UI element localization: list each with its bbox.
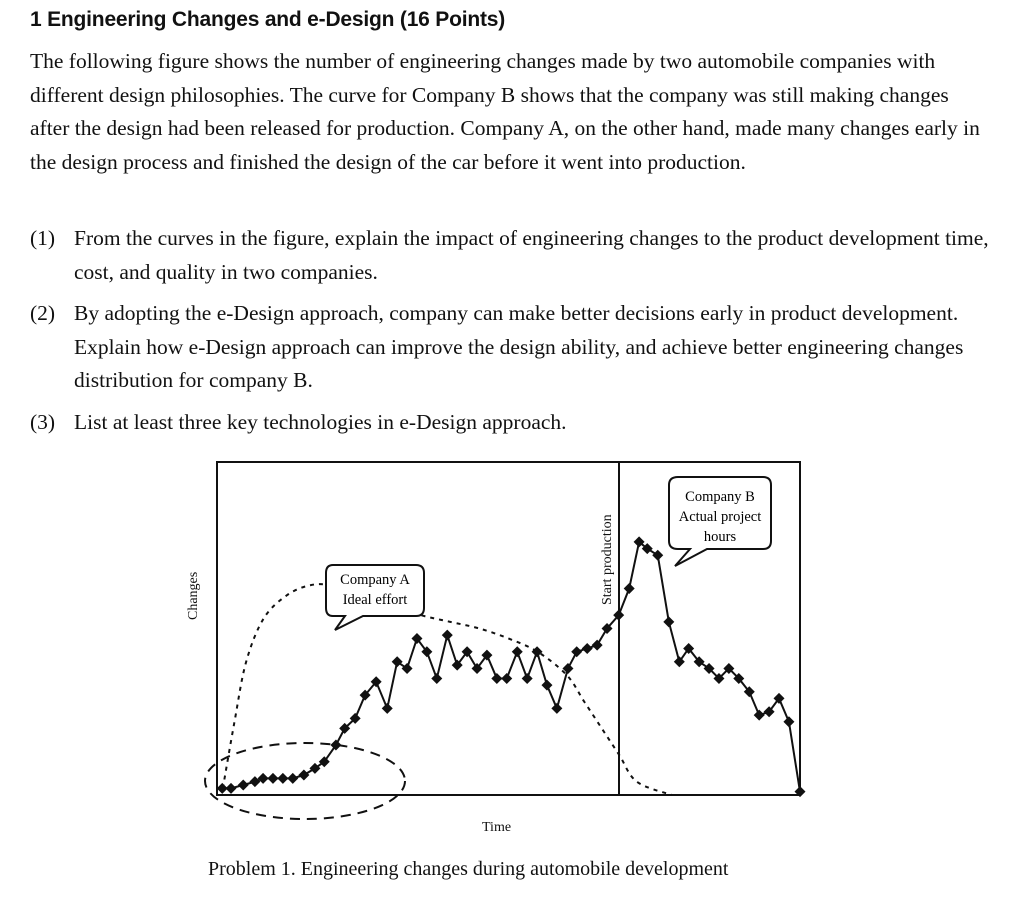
callout-b-line1: Company B [685,489,755,505]
diamond-marker [471,662,483,674]
diamond-marker [663,616,675,628]
diamond-marker [763,706,775,718]
diamond-marker [521,672,533,684]
question-number: (1) [30,226,56,250]
callout-b-line3: hours [704,529,737,545]
diamond-marker [693,656,705,668]
diamond-marker [571,646,583,658]
diamond-marker [783,716,795,728]
diamond-marker [359,689,371,701]
diamond-marker [641,543,653,555]
company-a-callout: Company A Ideal effort [325,564,425,631]
diamond-marker [713,672,725,684]
diamond-marker [773,692,785,704]
diamond-marker [703,662,715,674]
diamond-marker [491,672,503,684]
diamond-marker [318,756,330,768]
plot-frame [216,461,801,796]
diamond-marker [421,646,433,658]
intro-paragraph: The following figure shows the number of… [30,49,980,174]
question-item: (1) From the curves in the figure, expla… [30,222,990,289]
diamond-marker [591,639,603,651]
diamond-marker [249,776,261,788]
diamond-marker [287,772,299,784]
diamond-marker [652,549,664,561]
diamond-marker [633,536,645,548]
diamond-marker [673,656,685,668]
y-axis-label: Changes [186,571,201,620]
question-list: (1) From the curves in the figure, expla… [30,222,990,448]
company-b-curve [216,536,806,798]
diamond-marker [723,662,735,674]
question-number: (3) [30,409,56,434]
callout-a-line2: Ideal effort [343,592,408,608]
diamond-marker [531,646,543,658]
diamond-marker [551,702,563,714]
diamond-marker [309,762,321,774]
diamond-marker [277,772,289,784]
diamond-marker [298,769,310,781]
diamond-marker [481,649,493,661]
diamond-marker [330,739,342,751]
question-text: By adopting the e-Design approach, compa… [74,301,964,393]
diamond-marker [461,646,473,658]
diamond-marker [431,672,443,684]
diamond-marker [623,583,635,595]
start-production-label: Start production [600,514,615,605]
question-item: (2) By adopting the e-Design approach, c… [30,297,990,398]
diamond-marker [370,676,382,688]
callout-a-line1: Company A [340,572,410,588]
diamond-marker [349,712,361,724]
section-heading: 1 Engineering Changes and e-Design (16 P… [30,8,506,31]
diamond-marker [237,779,249,791]
company-a-curve [221,583,673,796]
diamond-marker [339,722,351,734]
diamond-marker [501,672,513,684]
highlight-ellipse [204,742,406,820]
diamond-marker [401,662,413,674]
diamond-marker [391,656,403,668]
diamond-marker [743,686,755,698]
diamond-marker [541,679,553,691]
diamond-marker [267,772,279,784]
diamond-marker [257,772,269,784]
diamond-marker [613,609,625,621]
question-text: List at least three key technologies in … [74,409,567,434]
diamond-marker [733,672,745,684]
diamond-marker [441,629,453,641]
diamond-marker [601,623,613,634]
question-text: From the curves in the figure, explain t… [74,226,989,284]
figure-caption: Problem 1. Engineering changes during au… [208,858,729,880]
diamond-marker [411,632,423,644]
x-axis-label: Time [482,820,512,835]
diamond-marker [562,662,574,674]
diamond-marker [381,702,393,714]
diamond-marker [753,709,765,721]
diamond-marker [216,782,228,794]
question-number: (2) [30,301,56,326]
diamond-marker [581,642,593,654]
company-b-callout: Company B Actual project hours [668,476,772,567]
callout-b-line2: Actual project [679,509,762,525]
question-item: (3) List at least three key technologies… [30,406,990,440]
diamond-marker [511,646,523,658]
diamond-marker [225,782,237,794]
diamond-marker [683,642,695,654]
diamond-marker [451,659,463,671]
diamond-marker [794,786,806,798]
